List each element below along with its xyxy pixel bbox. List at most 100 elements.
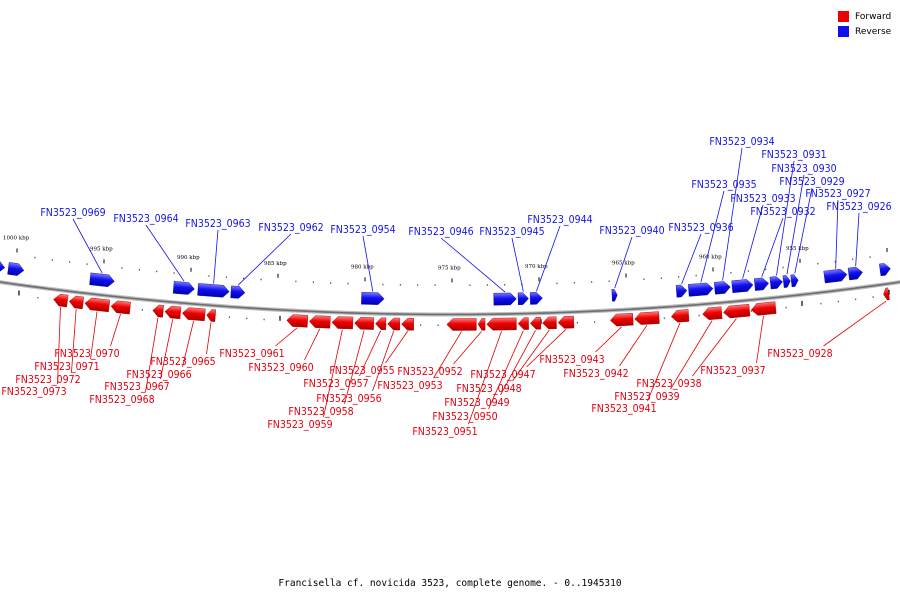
- reverse-gene-arrow[interactable]: [493, 292, 517, 306]
- forward-gene-label[interactable]: FN3523_0950: [432, 411, 497, 423]
- forward-gene-arrow[interactable]: [375, 317, 387, 331]
- reverse-gene-arrow[interactable]: [89, 272, 115, 288]
- forward-gene-label[interactable]: FN3523_0949: [444, 397, 509, 409]
- forward-gene-label[interactable]: FN3523_0939: [614, 391, 679, 403]
- forward-gene-label[interactable]: FN3523_0965: [150, 356, 215, 368]
- forward-gene-arrow[interactable]: [152, 304, 164, 318]
- reverse-gene-label[interactable]: FN3523_0929: [779, 176, 844, 188]
- forward-gene-label[interactable]: FN3523_0971: [34, 361, 99, 373]
- forward-gene-arrow[interactable]: [634, 311, 660, 326]
- forward-gene-label[interactable]: FN3523_0937: [700, 365, 765, 377]
- reverse-gene-label[interactable]: FN3523_0934: [709, 136, 774, 148]
- forward-gene-label[interactable]: FN3523_0943: [539, 354, 604, 366]
- forward-gene-label[interactable]: FN3523_0951: [412, 426, 477, 438]
- forward-gene-label[interactable]: FN3523_0972: [15, 374, 80, 386]
- reverse-gene-arrow[interactable]: [230, 285, 246, 299]
- forward-gene-arrow[interactable]: [446, 318, 477, 331]
- forward-gene-arrow[interactable]: [53, 293, 69, 308]
- forward-gene-arrow[interactable]: [542, 316, 557, 330]
- forward-gene-label[interactable]: FN3523_0957: [303, 378, 368, 390]
- legend-forward: Forward: [838, 9, 891, 24]
- reverse-gene-arrow[interactable]: [611, 288, 618, 302]
- forward-gene-label[interactable]: FN3523_0970: [54, 348, 119, 360]
- forward-gene-label[interactable]: FN3523_0961: [219, 348, 284, 360]
- reverse-gene-arrow[interactable]: [769, 276, 783, 290]
- reverse-gene-arrow[interactable]: [790, 274, 799, 288]
- forward-gene-arrow[interactable]: [68, 295, 85, 310]
- forward-gene-label[interactable]: FN3523_0959: [267, 419, 332, 431]
- forward-gene-arrow[interactable]: [751, 301, 777, 316]
- forward-gene-arrow[interactable]: [610, 312, 634, 327]
- forward-gene-arrow[interactable]: [110, 300, 131, 315]
- forward-gene-arrow[interactable]: [557, 315, 575, 329]
- forward-gene-label[interactable]: FN3523_0941: [591, 403, 656, 415]
- forward-gene-arrow[interactable]: [286, 314, 309, 328]
- reverse-gene-label[interactable]: FN3523_0935: [691, 179, 756, 191]
- reverse-gene-label[interactable]: FN3523_0944: [527, 214, 592, 226]
- reverse-gene-arrow[interactable]: [197, 283, 230, 298]
- reverse-gene-label[interactable]: FN3523_0932: [750, 206, 815, 218]
- reverse-gene-label[interactable]: FN3523_0962: [258, 222, 323, 234]
- forward-gene-label[interactable]: FN3523_0928: [767, 348, 832, 360]
- reverse-gene-arrow[interactable]: [529, 292, 543, 305]
- forward-gene-label[interactable]: FN3523_0948: [456, 383, 521, 395]
- reverse-gene-label[interactable]: FN3523_0964: [113, 213, 178, 225]
- reverse-gene-label[interactable]: FN3523_0936: [668, 222, 733, 234]
- forward-gene-label[interactable]: FN3523_0956: [316, 393, 381, 405]
- forward-gene-label[interactable]: FN3523_0958: [288, 406, 353, 418]
- forward-gene-arrow[interactable]: [530, 316, 542, 330]
- reverse-gene-arrow[interactable]: [823, 268, 848, 284]
- reverse-gene-label[interactable]: FN3523_0931: [761, 149, 826, 161]
- reverse-gene-arrow[interactable]: [0, 259, 6, 274]
- reverse-gene-arrow[interactable]: [675, 284, 688, 298]
- forward-gene-arrow[interactable]: [401, 318, 415, 331]
- forward-gene-arrow[interactable]: [206, 309, 217, 322]
- forward-gene-arrow[interactable]: [723, 303, 751, 319]
- forward-gene-label[interactable]: FN3523_0938: [636, 378, 701, 390]
- forward-gene-label[interactable]: FN3523_0966: [126, 369, 191, 381]
- reverse-gene-label[interactable]: FN3523_0963: [185, 218, 250, 230]
- forward-gene-arrow[interactable]: [486, 317, 517, 331]
- reverse-gene-arrow[interactable]: [847, 266, 863, 281]
- forward-gene-label[interactable]: FN3523_0960: [248, 362, 313, 374]
- forward-gene-label[interactable]: FN3523_0947: [470, 369, 535, 381]
- forward-gene-arrow[interactable]: [309, 315, 331, 329]
- reverse-gene-arrow[interactable]: [782, 275, 791, 288]
- forward-gene-arrow[interactable]: [670, 309, 690, 323]
- forward-gene-arrow[interactable]: [517, 317, 529, 330]
- reverse-gene-arrow[interactable]: [361, 292, 385, 305]
- reverse-gene-label[interactable]: FN3523_0926: [826, 201, 891, 213]
- forward-gene-label[interactable]: FN3523_0953: [377, 380, 442, 392]
- reverse-gene-label[interactable]: FN3523_0933: [730, 193, 795, 205]
- reverse-gene-label[interactable]: FN3523_0945: [479, 226, 544, 238]
- forward-gene-arrow[interactable]: [477, 318, 486, 331]
- forward-gene-label[interactable]: FN3523_0968: [89, 394, 154, 406]
- forward-gene-arrow[interactable]: [164, 305, 182, 320]
- reverse-gene-label[interactable]: FN3523_0969: [40, 207, 105, 219]
- forward-gene-arrow[interactable]: [387, 317, 401, 331]
- forward-gene-label[interactable]: FN3523_0973: [1, 386, 66, 398]
- reverse-gene-label[interactable]: FN3523_0930: [771, 163, 836, 175]
- reverse-gene-arrow[interactable]: [7, 262, 25, 276]
- forward-gene-arrow[interactable]: [331, 316, 354, 330]
- forward-gene-arrow[interactable]: [182, 307, 206, 322]
- forward-gene-arrow[interactable]: [883, 287, 890, 301]
- reverse-gene-arrow[interactable]: [731, 279, 754, 293]
- forward-gene-label[interactable]: FN3523_0955: [329, 365, 394, 377]
- reverse-gene-arrow[interactable]: [687, 282, 714, 297]
- forward-gene-arrow[interactable]: [354, 317, 375, 330]
- forward-gene-label[interactable]: FN3523_0967: [104, 381, 169, 393]
- reverse-gene-label[interactable]: FN3523_0940: [599, 225, 664, 237]
- forward-gene-label[interactable]: FN3523_0942: [563, 368, 628, 380]
- reverse-gene-arrow[interactable]: [714, 281, 731, 295]
- forward-gene-arrow[interactable]: [84, 297, 111, 313]
- reverse-gene-arrow[interactable]: [172, 281, 195, 295]
- reverse-gene-arrow[interactable]: [753, 277, 769, 291]
- reverse-gene-label[interactable]: FN3523_0954: [330, 224, 395, 236]
- reverse-gene-arrow[interactable]: [517, 292, 529, 305]
- reverse-gene-arrow[interactable]: [879, 263, 891, 277]
- reverse-gene-label[interactable]: FN3523_0946: [408, 226, 473, 238]
- reverse-gene-label[interactable]: FN3523_0927: [805, 188, 870, 200]
- forward-gene-arrow[interactable]: [702, 306, 723, 321]
- forward-gene-label[interactable]: FN3523_0952: [397, 366, 462, 378]
